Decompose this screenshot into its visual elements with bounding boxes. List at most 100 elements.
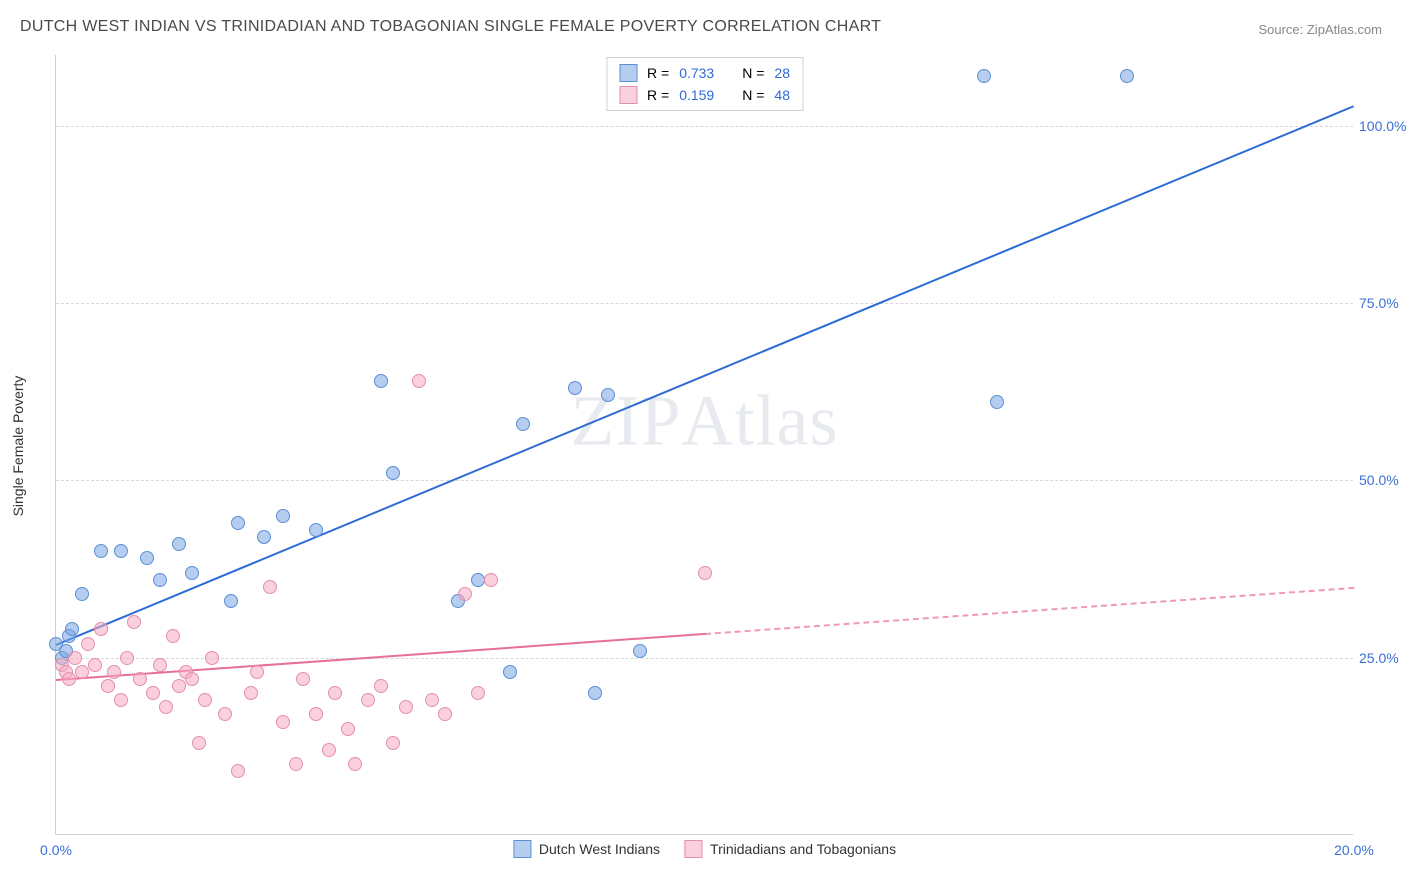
data-point — [309, 707, 323, 721]
data-point — [62, 672, 76, 686]
data-point — [322, 743, 336, 757]
gridline-h — [56, 126, 1353, 127]
legend-series: Dutch West Indians Trinidadians and Toba… — [513, 840, 896, 858]
data-point — [516, 417, 530, 431]
data-point — [146, 686, 160, 700]
data-point — [68, 651, 82, 665]
data-point — [218, 707, 232, 721]
data-point — [101, 679, 115, 693]
data-point — [250, 665, 264, 679]
data-point — [198, 693, 212, 707]
data-point — [341, 722, 355, 736]
data-point — [276, 715, 290, 729]
data-point — [185, 672, 199, 686]
data-point — [75, 665, 89, 679]
swatch-bottom-2 — [684, 840, 702, 858]
n-value-1: 28 — [774, 65, 790, 81]
data-point — [263, 580, 277, 594]
legend-item-2: Trinidadians and Tobagonians — [684, 840, 896, 858]
legend-label-1: Dutch West Indians — [539, 841, 660, 857]
data-point — [257, 530, 271, 544]
data-point — [192, 736, 206, 750]
data-point — [374, 374, 388, 388]
data-point — [438, 707, 452, 721]
data-point — [88, 658, 102, 672]
legend-stats-row-1: R = 0.733 N = 28 — [619, 62, 790, 84]
xtick-label: 0.0% — [40, 842, 72, 858]
data-point — [601, 388, 615, 402]
r-value-2: 0.159 — [679, 87, 714, 103]
data-point — [224, 594, 238, 608]
watermark-atlas: Atlas — [682, 381, 839, 461]
data-point — [386, 736, 400, 750]
data-point — [471, 686, 485, 700]
data-point — [977, 69, 991, 83]
data-point — [65, 622, 79, 636]
data-point — [172, 679, 186, 693]
chart-title: DUTCH WEST INDIAN VS TRINIDADIAN AND TOB… — [20, 18, 881, 36]
scatter-plot: ZIPAtlas R = 0.733 N = 28 R = 0.159 N = … — [55, 55, 1353, 835]
y-axis-label: Single Female Poverty — [10, 376, 26, 517]
r-label-1: R = — [647, 65, 669, 81]
data-point — [114, 544, 128, 558]
data-point — [114, 693, 128, 707]
data-point — [990, 395, 1004, 409]
data-point — [289, 757, 303, 771]
data-point — [399, 700, 413, 714]
data-point — [75, 587, 89, 601]
swatch-series-1 — [619, 64, 637, 82]
legend-stats: R = 0.733 N = 28 R = 0.159 N = 48 — [606, 57, 803, 111]
data-point — [133, 672, 147, 686]
ytick-label: 50.0% — [1359, 472, 1406, 488]
data-point — [231, 516, 245, 530]
data-point — [425, 693, 439, 707]
data-point — [633, 644, 647, 658]
data-point — [120, 651, 134, 665]
r-label-2: R = — [647, 87, 669, 103]
data-point — [1120, 69, 1134, 83]
gridline-h — [56, 303, 1353, 304]
data-point — [166, 629, 180, 643]
xtick-label: 20.0% — [1334, 842, 1374, 858]
data-point — [153, 573, 167, 587]
data-point — [185, 566, 199, 580]
data-point — [568, 381, 582, 395]
data-point — [231, 764, 245, 778]
trend-line — [705, 587, 1354, 635]
source-label: Source: ZipAtlas.com — [1258, 22, 1382, 37]
swatch-series-2 — [619, 86, 637, 104]
data-point — [588, 686, 602, 700]
legend-stats-row-2: R = 0.159 N = 48 — [619, 84, 790, 106]
data-point — [140, 551, 154, 565]
n-label-1: N = — [742, 65, 764, 81]
gridline-h — [56, 658, 1353, 659]
data-point — [386, 466, 400, 480]
ytick-label: 100.0% — [1359, 118, 1406, 134]
ytick-label: 25.0% — [1359, 650, 1406, 666]
data-point — [94, 622, 108, 636]
r-value-1: 0.733 — [679, 65, 714, 81]
data-point — [309, 523, 323, 537]
data-point — [244, 686, 258, 700]
data-point — [159, 700, 173, 714]
data-point — [81, 637, 95, 651]
data-point — [328, 686, 342, 700]
trend-line — [56, 105, 1355, 646]
data-point — [172, 537, 186, 551]
data-point — [276, 509, 290, 523]
data-point — [296, 672, 310, 686]
data-point — [348, 757, 362, 771]
data-point — [361, 693, 375, 707]
data-point — [205, 651, 219, 665]
data-point — [503, 665, 517, 679]
legend-label-2: Trinidadians and Tobagonians — [710, 841, 896, 857]
n-value-2: 48 — [774, 87, 790, 103]
swatch-bottom-1 — [513, 840, 531, 858]
ytick-label: 75.0% — [1359, 295, 1406, 311]
n-label-2: N = — [742, 87, 764, 103]
data-point — [471, 573, 485, 587]
data-point — [94, 544, 108, 558]
data-point — [698, 566, 712, 580]
data-point — [458, 587, 472, 601]
data-point — [374, 679, 388, 693]
